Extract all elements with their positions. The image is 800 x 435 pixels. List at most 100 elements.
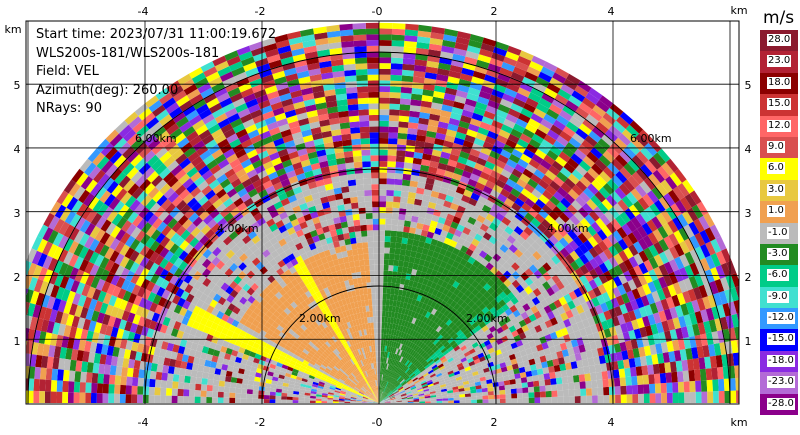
radar-gate <box>548 210 560 221</box>
radar-gate <box>351 243 358 250</box>
radar-gate <box>404 35 418 42</box>
radar-gate <box>633 328 642 339</box>
radar-gate <box>404 214 412 222</box>
radar-gate <box>457 365 465 371</box>
radar-gate <box>541 290 550 300</box>
radar-gate <box>394 248 401 255</box>
radar-gate <box>459 368 466 374</box>
radar-gate <box>379 68 391 75</box>
radar-gate <box>515 339 524 347</box>
radar-gate <box>398 386 404 391</box>
radar-gate <box>370 166 379 173</box>
radar-gate <box>498 319 506 327</box>
radar-gate <box>416 326 423 334</box>
radar-gate <box>439 321 446 328</box>
radar-gate <box>617 360 625 370</box>
radar-gate <box>451 342 459 349</box>
radar-gate <box>618 273 628 285</box>
radar-gate <box>482 275 491 284</box>
radar-gate <box>720 262 731 277</box>
radar-gate <box>613 253 624 265</box>
radar-gate <box>527 245 537 255</box>
radar-gate <box>456 313 463 321</box>
radar-gate <box>679 196 692 211</box>
radar-gate <box>665 372 673 383</box>
radar-gate <box>431 377 438 382</box>
radar-gate <box>422 323 428 330</box>
radar-gate <box>379 91 390 98</box>
radar-gate <box>368 114 379 121</box>
radar-gate <box>484 371 491 377</box>
radar-gate <box>551 264 561 275</box>
radar-gate <box>521 240 532 250</box>
radar-gate <box>463 281 472 290</box>
radar-gate <box>654 373 661 384</box>
radar-gate <box>559 212 570 223</box>
radar-gate <box>353 34 367 41</box>
radar-gate <box>603 166 616 179</box>
radar-gate <box>425 347 431 354</box>
radar-gate <box>593 142 607 155</box>
radar-gate <box>531 188 543 199</box>
radar-gate <box>584 261 594 272</box>
radar-gate <box>579 191 591 203</box>
radar-gate <box>379 400 385 403</box>
radar-gate <box>441 339 448 346</box>
radar-gate <box>345 86 358 94</box>
radar-gate <box>608 206 620 219</box>
radar-gate <box>623 247 634 259</box>
radar-gate <box>418 393 425 396</box>
radar-gate <box>591 296 601 307</box>
radar-gate <box>524 277 534 286</box>
radar-gate <box>601 198 613 211</box>
radar-gate <box>705 332 714 345</box>
radar-gate <box>565 309 574 319</box>
radar-gate <box>394 392 400 396</box>
radar-gate <box>359 259 365 267</box>
radar-gate <box>471 303 479 311</box>
radar-gate <box>368 91 379 98</box>
radar-gate <box>434 359 442 365</box>
radar-gate <box>659 372 667 384</box>
radar-gate <box>753 390 759 403</box>
radar-gate <box>596 379 604 388</box>
radar-gate <box>549 331 558 340</box>
radar-gate <box>621 129 636 142</box>
radar-gate <box>546 359 554 368</box>
radar-gate <box>409 180 418 188</box>
radar-gate <box>379 212 386 219</box>
radar-gate <box>456 329 463 337</box>
radar-gate <box>566 325 574 334</box>
radar-gate <box>522 168 534 179</box>
radar-gate <box>379 398 383 403</box>
radar-gate <box>350 202 359 209</box>
radar-gate <box>381 316 385 323</box>
radar-gate <box>559 342 568 351</box>
radar-gate <box>511 288 520 297</box>
radar-gate <box>639 129 653 143</box>
radar-gate <box>366 224 373 231</box>
radar-gate <box>446 270 454 279</box>
radar-gate <box>689 190 702 205</box>
radar-gate <box>407 369 413 375</box>
radar-gate <box>427 383 434 387</box>
radar-gate <box>644 160 657 174</box>
radar-gate <box>395 395 401 398</box>
radar-gate <box>657 166 670 180</box>
radar-gate <box>481 306 490 315</box>
radar-gate <box>636 150 649 164</box>
radar-gate <box>428 387 435 391</box>
radar-gate <box>402 365 408 372</box>
radar-gate <box>366 282 371 289</box>
radar-gate <box>399 370 404 376</box>
radar-gate <box>401 397 408 399</box>
radar-gate <box>663 308 673 321</box>
radar-gate <box>481 325 489 333</box>
radar-gate <box>718 290 728 305</box>
radar-gate <box>548 346 557 354</box>
radar-gate <box>425 365 432 371</box>
radar-gate <box>456 379 463 384</box>
radar-gate <box>705 255 716 270</box>
radar-gate <box>466 345 474 352</box>
radar-gate <box>539 391 546 398</box>
